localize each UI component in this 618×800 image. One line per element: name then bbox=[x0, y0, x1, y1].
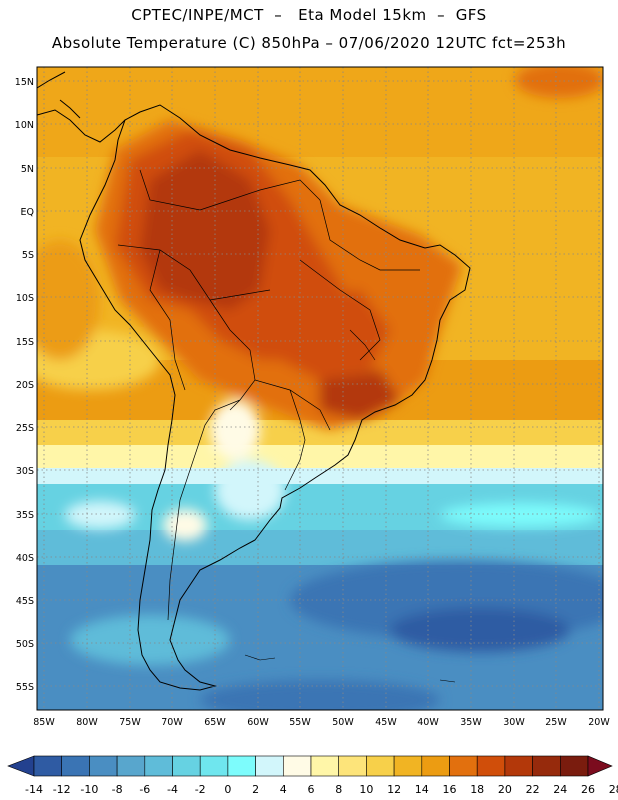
river-outline bbox=[244, 329, 456, 683]
lon-label: 65W bbox=[204, 717, 226, 728]
lon-label: 25W bbox=[545, 717, 567, 728]
colorbar-swatch bbox=[33, 755, 63, 777]
colorbar-label: 0 bbox=[224, 783, 231, 796]
colorbar-swatch bbox=[89, 755, 118, 777]
lat-label: 25S bbox=[16, 423, 34, 434]
lat-label: 15N bbox=[15, 77, 34, 88]
lat-label: 40S bbox=[16, 553, 34, 564]
colorbar-label: -4 bbox=[167, 783, 178, 796]
colorbar-label: 2 bbox=[252, 783, 259, 796]
colorbar-label: -6 bbox=[139, 783, 150, 796]
colorbar-label: -2 bbox=[195, 783, 206, 796]
colorbar-label: 12 bbox=[387, 783, 401, 796]
lon-label: 55W bbox=[289, 717, 311, 728]
chart-title-line-1: CPTEC/INPE/MCT – Eta Model 15km – GFS bbox=[131, 6, 487, 24]
colorbar-swatch bbox=[116, 755, 146, 777]
colorbar-label: 6 bbox=[308, 783, 315, 796]
colorbar-swatch bbox=[366, 755, 395, 777]
colorbar-swatch bbox=[559, 755, 589, 777]
longitude-axis: 85W 80W 75W 70W 65W 60W 55W 50W 45W 40W … bbox=[33, 717, 610, 728]
chart-title-line-2: Absolute Temperature (C) 850hPa – 07/06/… bbox=[51, 34, 567, 52]
colorbar-swatch bbox=[504, 755, 533, 777]
colorbar-label: 10 bbox=[359, 783, 373, 796]
lat-label: 5N bbox=[21, 164, 34, 175]
lon-label: 70W bbox=[161, 717, 183, 728]
colorbar-swatch bbox=[338, 755, 367, 777]
colorbar-swatch bbox=[61, 755, 90, 777]
colorbar-swatch bbox=[393, 755, 423, 777]
lat-label: 50S bbox=[16, 639, 34, 650]
colorbar-swatch bbox=[310, 755, 340, 777]
temperature-field bbox=[37, 67, 603, 710]
lon-label: 75W bbox=[119, 717, 141, 728]
lon-label: 85W bbox=[33, 717, 55, 728]
country-borders bbox=[117, 169, 420, 621]
central-america-coastline bbox=[37, 71, 126, 143]
lon-label: 45W bbox=[375, 717, 397, 728]
colorbar-label: -14 bbox=[25, 783, 43, 796]
colorbar-left-arrow bbox=[7, 755, 35, 777]
lon-label: 60W bbox=[247, 717, 269, 728]
lon-label: 50W bbox=[332, 717, 354, 728]
colorbar-label: 28 bbox=[609, 783, 618, 796]
colorbar-label: 16 bbox=[443, 783, 457, 796]
lat-label: 35S bbox=[16, 510, 34, 521]
lat-label: 5S bbox=[22, 250, 34, 261]
colorbar-label: 22 bbox=[526, 783, 540, 796]
grid-lines bbox=[37, 67, 603, 710]
colorbar-label: 14 bbox=[415, 783, 429, 796]
colorbar-label: 8 bbox=[335, 783, 342, 796]
colorbar-label: -8 bbox=[112, 783, 123, 796]
colorbar-right-arrow bbox=[587, 755, 613, 777]
colorbar-label: 20 bbox=[498, 783, 512, 796]
lat-label: 10S bbox=[16, 293, 34, 304]
colorbar: -14 -12 -10 -8 -6 -4 -2 0 2 4 6 8 10 12 14 16 18 20 22 24 26… bbox=[7, 755, 618, 796]
colorbar-swatch bbox=[172, 755, 201, 777]
colorbar-swatch bbox=[255, 755, 284, 777]
colorbar-swatch bbox=[282, 755, 312, 777]
lon-label: 30W bbox=[503, 717, 525, 728]
colorbar-swatch bbox=[449, 755, 478, 777]
lon-label: 35W bbox=[460, 717, 482, 728]
colorbar-label: 24 bbox=[553, 783, 567, 796]
map-frame bbox=[36, 66, 604, 711]
lat-label: EQ bbox=[21, 207, 34, 218]
lat-label: 20S bbox=[16, 380, 34, 391]
colorbar-label: 4 bbox=[280, 783, 287, 796]
lat-label: 55S bbox=[16, 682, 34, 693]
colorbar-swatch bbox=[476, 755, 506, 777]
colorbar-label: 26 bbox=[581, 783, 595, 796]
colorbar-swatch bbox=[532, 755, 561, 777]
lon-label: 20W bbox=[588, 717, 610, 728]
lon-label: 40W bbox=[417, 717, 439, 728]
lon-label: 80W bbox=[76, 717, 98, 728]
lat-label: 10N bbox=[15, 120, 34, 131]
latitude-axis: 15N 10N 5N EQ 5S 10S 15S 20S 25S 30S 35S… bbox=[15, 77, 34, 693]
colorbar-label: -10 bbox=[80, 783, 98, 796]
colorbar-swatch bbox=[144, 755, 173, 777]
lat-label: 30S bbox=[16, 466, 34, 477]
lat-label: 15S bbox=[16, 337, 34, 348]
colorbar-swatch bbox=[421, 755, 450, 777]
colorbar-swatch bbox=[227, 755, 256, 777]
colorbar-swatch bbox=[199, 755, 229, 777]
colorbar-label: -12 bbox=[53, 783, 71, 796]
south-america-coastline bbox=[79, 104, 471, 691]
colorbar-label: 18 bbox=[470, 783, 484, 796]
lat-label: 45S bbox=[16, 596, 34, 607]
